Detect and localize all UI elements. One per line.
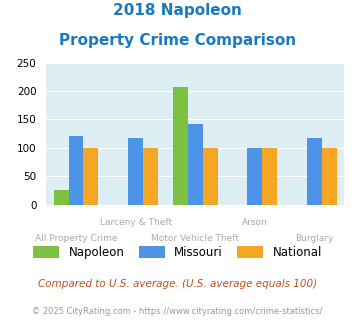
Text: Property Crime Comparison: Property Crime Comparison [59,33,296,48]
Bar [69,136,83,205]
Text: Compared to U.S. average. (U.S. average equals 100): Compared to U.S. average. (U.S. average … [38,279,317,289]
Text: Larceny & Theft: Larceny & Theft [99,218,172,227]
Bar [307,138,322,205]
Bar [262,148,277,205]
Text: Burglary: Burglary [295,234,334,243]
Bar [322,148,337,205]
Legend: Napoleon, Missouri, National: Napoleon, Missouri, National [27,240,328,265]
Bar [188,124,203,205]
Text: 2018 Napoleon: 2018 Napoleon [113,3,242,18]
Text: All Property Crime: All Property Crime [35,234,117,243]
Bar [203,148,218,205]
Bar [173,87,188,205]
Bar [247,148,262,205]
Text: Arson: Arson [242,218,268,227]
Bar [83,148,98,205]
Bar [54,190,69,205]
Text: Motor Vehicle Theft: Motor Vehicle Theft [151,234,239,243]
Bar [128,138,143,205]
Bar [143,148,158,205]
Text: © 2025 CityRating.com - https://www.cityrating.com/crime-statistics/: © 2025 CityRating.com - https://www.city… [32,307,323,316]
